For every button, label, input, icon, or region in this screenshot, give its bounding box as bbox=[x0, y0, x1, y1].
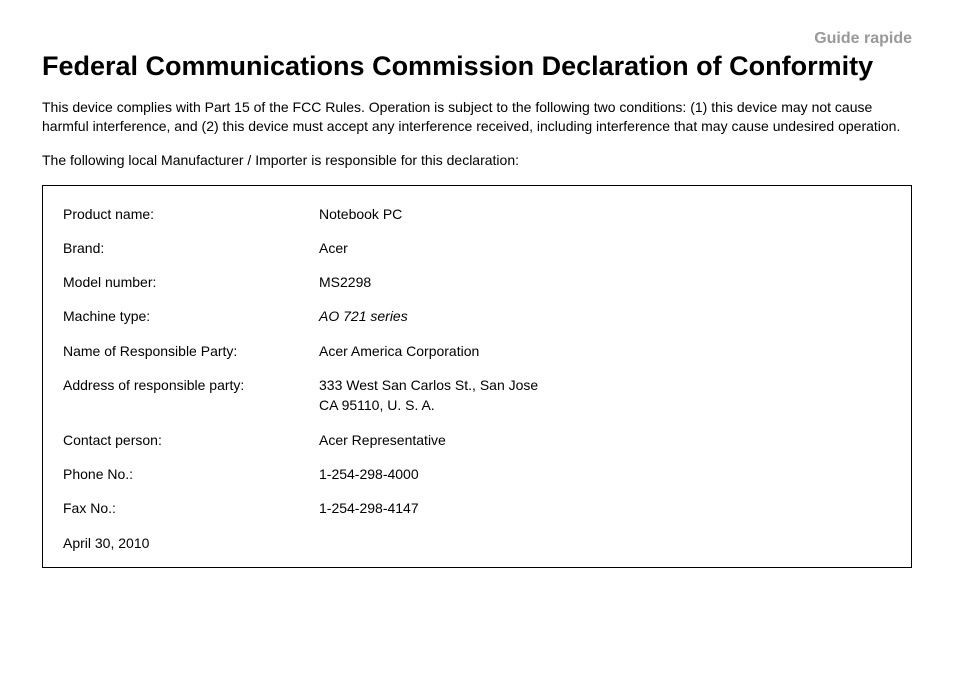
value-fax: 1-254-298-4147 bbox=[319, 498, 891, 518]
label-contact-person: Contact person: bbox=[63, 430, 319, 450]
value-model-number: MS2298 bbox=[319, 272, 891, 292]
row-machine-type: Machine type: AO 721 series bbox=[63, 306, 891, 326]
row-responsible-party: Name of Responsible Party: Acer America … bbox=[63, 341, 891, 361]
value-brand: Acer bbox=[319, 238, 891, 258]
label-phone: Phone No.: bbox=[63, 464, 319, 484]
row-product-name: Product name: Notebook PC bbox=[63, 204, 891, 224]
value-product-name: Notebook PC bbox=[319, 204, 891, 224]
row-address: Address of responsible party: 333 West S… bbox=[63, 375, 891, 416]
value-address: 333 West San Carlos St., San Jose CA 951… bbox=[319, 375, 891, 416]
row-model-number: Model number: MS2298 bbox=[63, 272, 891, 292]
document-page: Guide rapide Federal Communications Comm… bbox=[0, 0, 954, 608]
address-line-1: 333 West San Carlos St., San Jose bbox=[319, 375, 891, 395]
row-contact-person: Contact person: Acer Representative bbox=[63, 430, 891, 450]
label-brand: Brand: bbox=[63, 238, 319, 258]
value-responsible-party: Acer America Corporation bbox=[319, 341, 891, 361]
label-machine-type: Machine type: bbox=[63, 306, 319, 326]
label-fax: Fax No.: bbox=[63, 498, 319, 518]
row-brand: Brand: Acer bbox=[63, 238, 891, 258]
value-machine-type: AO 721 series bbox=[319, 306, 891, 326]
label-model-number: Model number: bbox=[63, 272, 319, 292]
label-address: Address of responsible party: bbox=[63, 375, 319, 416]
declaration-info-box: Product name: Notebook PC Brand: Acer Mo… bbox=[42, 185, 912, 568]
responsibility-paragraph: The following local Manufacturer / Impor… bbox=[42, 151, 912, 171]
label-product-name: Product name: bbox=[63, 204, 319, 224]
page-title: Federal Communications Commission Declar… bbox=[42, 50, 912, 84]
label-responsible-party: Name of Responsible Party: bbox=[63, 341, 319, 361]
value-date: April 30, 2010 bbox=[63, 533, 319, 553]
header-label: Guide rapide bbox=[42, 30, 912, 48]
row-phone: Phone No.: 1-254-298-4000 bbox=[63, 464, 891, 484]
address-line-2: CA 95110, U. S. A. bbox=[319, 395, 891, 415]
value-contact-person: Acer Representative bbox=[319, 430, 891, 450]
compliance-paragraph: This device complies with Part 15 of the… bbox=[42, 98, 912, 137]
value-phone: 1-254-298-4000 bbox=[319, 464, 891, 484]
row-fax: Fax No.: 1-254-298-4147 bbox=[63, 498, 891, 518]
row-date: April 30, 2010 bbox=[63, 533, 891, 553]
